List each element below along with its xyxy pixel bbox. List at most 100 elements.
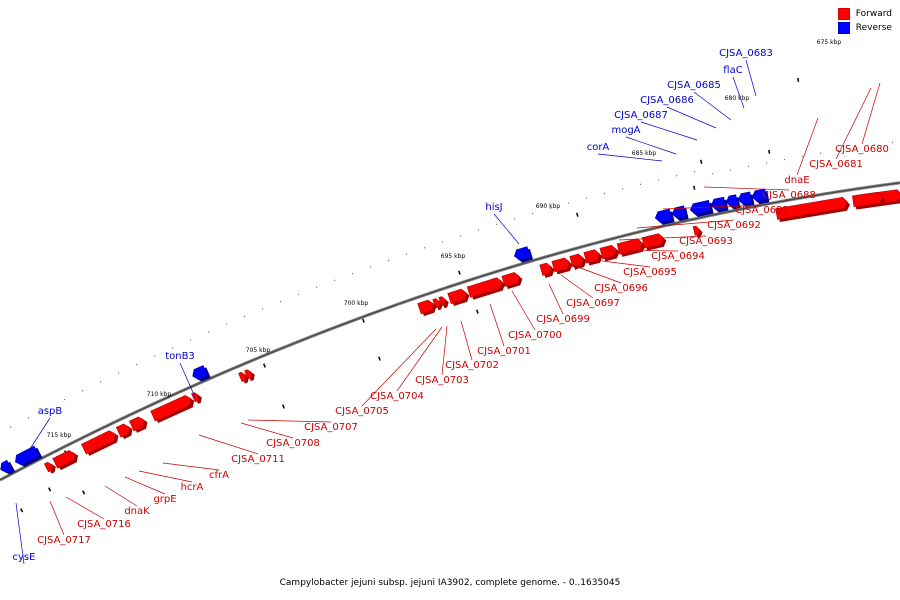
gene-arrow-body <box>244 369 253 380</box>
gene-label-leader <box>601 249 679 252</box>
forward-gene-arrow[interactable] <box>417 298 439 317</box>
ruler-dot <box>298 293 300 295</box>
gene-label[interactable]: dnaK <box>124 506 150 517</box>
reverse-gene-arrow[interactable] <box>0 459 16 477</box>
reverse-gene-arrow[interactable] <box>513 246 534 264</box>
forward-gene-arrow[interactable] <box>501 271 524 290</box>
gene-label[interactable]: CJSA_0687 <box>614 110 668 121</box>
ruler-dot <box>154 355 156 357</box>
gene-label-leader <box>396 326 443 392</box>
gene-label[interactable]: mogA <box>611 125 640 136</box>
gene-label[interactable]: CJSA_0688 <box>762 190 816 201</box>
gene-label[interactable]: CJSA_0694 <box>651 251 705 262</box>
gene-arrow-body <box>417 299 434 315</box>
forward-gene-arrow[interactable] <box>775 196 851 223</box>
gene-label[interactable]: grpE <box>153 494 176 505</box>
ruler-dot <box>82 390 84 392</box>
gene-label[interactable]: hcrA <box>181 482 204 493</box>
gene-label[interactable]: dnaE <box>784 175 809 186</box>
forward-gene-arrow[interactable] <box>616 237 647 257</box>
map-caption: Campylobacter jejuni subsp. jejuni IA390… <box>279 578 621 588</box>
gene-label[interactable]: hisJ <box>485 202 502 213</box>
scale-tick <box>361 318 365 323</box>
forward-gene-arrow[interactable] <box>641 232 668 251</box>
forward-gene-arrow[interactable] <box>551 256 574 275</box>
gene-label[interactable]: CJSA_0683 <box>719 48 773 59</box>
gene-label[interactable]: CJSA_0702 <box>445 360 499 371</box>
forward-gene-arrow[interactable] <box>599 244 621 262</box>
ruler-dot <box>478 229 480 231</box>
forward-gene-arrow[interactable] <box>191 390 203 404</box>
gene-label[interactable]: CJSA_0704 <box>370 391 424 402</box>
ruler-dot <box>604 192 606 195</box>
forward-gene-arrow[interactable] <box>447 287 471 307</box>
gene-label[interactable]: CJSA_0696 <box>594 283 648 294</box>
reverse-gene-arrow[interactable] <box>751 188 770 205</box>
forward-gene-arrow[interactable] <box>539 261 556 278</box>
gene-arrow-body <box>191 392 200 403</box>
gene-label[interactable]: CJSA_0699 <box>536 314 590 325</box>
gene-label-leader <box>162 462 220 471</box>
forward-gene-arrow[interactable] <box>52 448 81 471</box>
reverse-gene-arrow[interactable] <box>13 445 43 469</box>
scale-tick <box>476 309 479 314</box>
gene-arrow-body <box>238 371 247 382</box>
forward-gene-arrow[interactable] <box>128 414 149 433</box>
gene-label[interactable]: CJSA_0705 <box>335 406 389 417</box>
gene-arrow-body <box>692 225 701 236</box>
gene-label[interactable]: cysE <box>13 552 36 563</box>
gene-label-leader <box>493 213 520 245</box>
gene-label[interactable]: aspB <box>38 406 63 417</box>
ruler-dot <box>460 235 462 237</box>
ruler-dot <box>64 398 66 401</box>
gene-label[interactable]: CJSA_0703 <box>415 375 469 386</box>
ruler-dot <box>532 212 534 215</box>
gene-label-leader <box>247 419 332 423</box>
gene-label-leader <box>835 87 872 160</box>
gene-label[interactable]: CJSA_0691 <box>735 205 789 216</box>
gene-label[interactable]: corA <box>587 142 610 153</box>
gene-label[interactable]: CJSA_0701 <box>477 346 531 357</box>
gene-label[interactable]: flaC <box>723 65 742 76</box>
gene-label[interactable]: CJSA_0717 <box>37 535 91 546</box>
gene-label[interactable]: CJSA_0685 <box>667 80 721 91</box>
gene-label[interactable]: CJSA_0711 <box>231 454 285 465</box>
gene-label[interactable]: CJSA_0697 <box>566 298 620 309</box>
gene-label[interactable]: CJSA_0700 <box>508 330 562 341</box>
gene-label-leader <box>20 417 51 464</box>
forward-gene-arrow[interactable] <box>244 368 256 382</box>
reverse-gene-arrow[interactable] <box>737 191 755 208</box>
forward-gene-arrow[interactable] <box>115 421 135 440</box>
forward-gene-arrow[interactable] <box>81 428 120 457</box>
gene-label[interactable]: cfrA <box>209 470 229 481</box>
scale-label: 710 kbp <box>147 391 172 398</box>
forward-gene-arrow[interactable] <box>44 460 57 475</box>
forward-gene-arrow[interactable] <box>466 276 506 300</box>
forward-gene-arrow[interactable] <box>150 393 197 424</box>
sequence-backbone-shadow <box>0 181 900 482</box>
gene-label[interactable]: CJSA_0695 <box>623 267 677 278</box>
sequence-backbone <box>0 182 900 481</box>
ruler-dot <box>586 197 588 199</box>
gene-arrow-body <box>44 462 53 473</box>
gene-label-leader <box>560 274 594 299</box>
gene-arrow-body <box>569 253 585 268</box>
reverse-gene-arrow[interactable] <box>654 208 675 227</box>
gene-label[interactable]: CJSA_0693 <box>679 236 733 247</box>
ruler-dot <box>190 339 192 341</box>
ruler-dot <box>694 171 696 173</box>
gene-label[interactable]: CJSA_0686 <box>640 95 694 106</box>
gene-label[interactable]: CJSA_0681 <box>809 159 863 170</box>
gene-label[interactable]: tonB3 <box>165 351 195 362</box>
forward-gene-arrow[interactable] <box>852 191 886 210</box>
gene-label[interactable]: CJSA_0716 <box>77 519 131 530</box>
reverse-gene-arrow[interactable] <box>671 205 689 222</box>
gene-label[interactable]: CJSA_0680 <box>835 144 889 155</box>
gene-label[interactable]: CJSA_0692 <box>707 220 761 231</box>
gene-label[interactable]: CJSA_0708 <box>266 438 320 449</box>
gene-label-leader <box>15 502 25 565</box>
gene-arrow-body <box>115 423 130 438</box>
gene-label[interactable]: CJSA_0707 <box>304 422 358 433</box>
reverse-gene-arrow[interactable] <box>190 365 211 384</box>
forward-gene-arrow[interactable] <box>692 225 703 238</box>
